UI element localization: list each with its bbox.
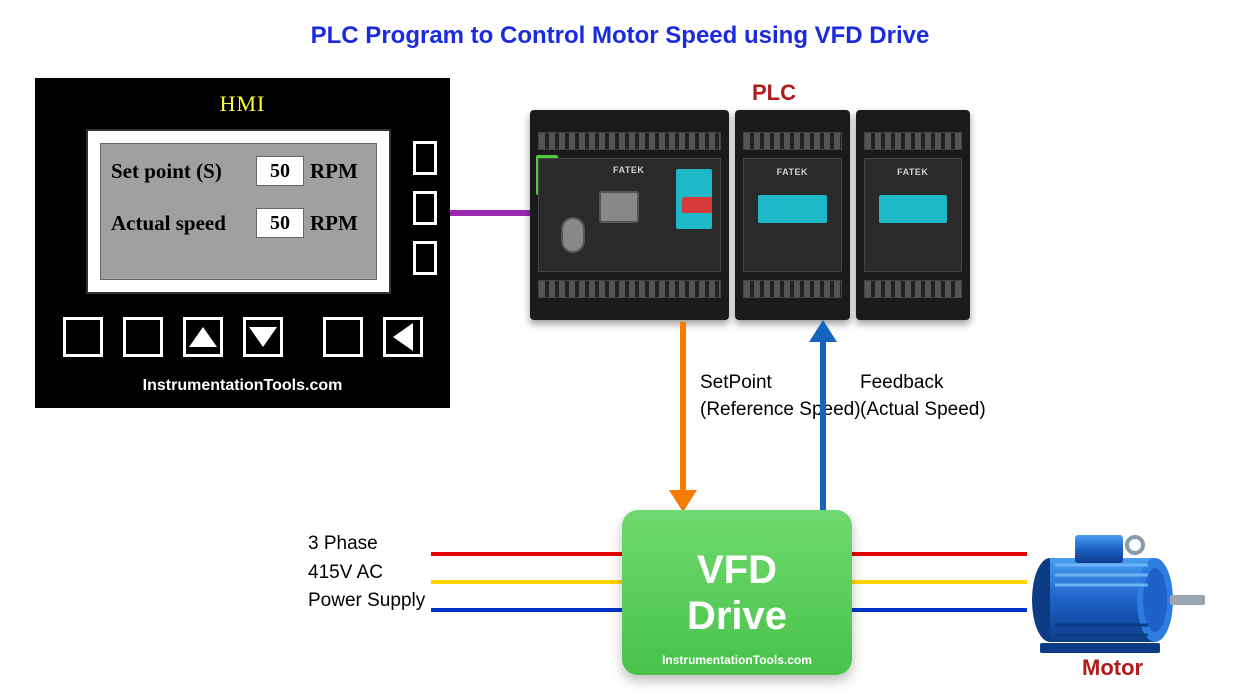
plc-brand: FATEK (613, 165, 644, 175)
feedback-label-line2: (Actual Speed) (860, 397, 986, 424)
setpoint-arrow-head-icon (669, 490, 697, 512)
plc-tag (758, 195, 826, 223)
hmi-actual-row: Actual speed 50 RPM (111, 208, 366, 238)
plc-extension-module: FATEK (856, 110, 970, 320)
hmi-actual-value: 50 (256, 208, 304, 238)
feedback-label: Feedback (Actual Speed) (860, 370, 986, 423)
terminal-block (538, 132, 721, 150)
hmi-side-button[interactable] (413, 141, 437, 175)
plc-body: FATEK (538, 158, 721, 272)
feedback-arrow-line (820, 340, 826, 510)
plc-body: FATEK (864, 158, 962, 272)
power-supply-label: 3 Phase 415V AC Power Supply (308, 530, 431, 616)
setpoint-label: SetPoint (Reference Speed) (700, 370, 861, 423)
hmi-side-button[interactable] (413, 241, 437, 275)
feedback-arrow-head-icon (809, 320, 837, 342)
vfd-title-line2: Drive (687, 593, 787, 639)
hmi-back-button[interactable] (383, 317, 423, 357)
plc-brand: FATEK (865, 167, 961, 177)
hmi-setpoint-row: Set point (S) 50 RPM (111, 156, 366, 186)
hmi-down-button[interactable] (243, 317, 283, 357)
ethernet-port-icon (599, 191, 639, 223)
plc-body: FATEK (743, 158, 841, 272)
hmi-plc-cable (450, 210, 530, 216)
motor-device (1020, 525, 1210, 660)
plc-device: FATEK FATEK FATEK (530, 110, 970, 320)
terminal-block (743, 280, 841, 298)
triangle-down-icon (249, 327, 277, 347)
vfd-drive: VFD Drive InstrumentationTools.com (622, 510, 852, 675)
triangle-left-icon (393, 323, 413, 351)
terminal-block (864, 132, 962, 150)
hmi-button[interactable] (323, 317, 363, 357)
hmi-title: HMI (38, 91, 447, 117)
hmi-setpoint-label: Set point (S) (111, 159, 256, 184)
setpoint-label-line2: (Reference Speed) (700, 397, 861, 424)
plc-tag (879, 195, 947, 223)
plc-main-module: FATEK (530, 110, 729, 320)
setpoint-arrow-line (680, 322, 686, 492)
hmi-up-button[interactable] (183, 317, 223, 357)
hmi-side-button[interactable] (413, 191, 437, 225)
setpoint-label-line1: SetPoint (700, 370, 861, 397)
hmi-footer: InstrumentationTools.com (38, 377, 447, 395)
terminal-block (743, 132, 841, 150)
motor-label: Motor (1082, 655, 1143, 681)
hmi-actual-unit: RPM (310, 211, 358, 236)
phase-line-l1 (852, 552, 1027, 556)
hmi-actual-label: Actual speed (111, 211, 256, 236)
feedback-label-line1: Feedback (860, 370, 986, 397)
phase-line-l2 (852, 580, 1027, 584)
diagram-title: PLC Program to Control Motor Speed using… (0, 22, 1240, 50)
terminal-block (864, 280, 962, 298)
phase-line-l3 (852, 608, 1027, 612)
plc-tag (682, 197, 712, 213)
power-line2: 415V AC (308, 559, 425, 588)
vfd-title-line1: VFD (687, 547, 787, 593)
hmi-setpoint-value[interactable]: 50 (256, 156, 304, 186)
hmi-screen: Set point (S) 50 RPM Actual speed 50 RPM (86, 129, 391, 294)
hmi-button[interactable] (123, 317, 163, 357)
triangle-up-icon (189, 327, 217, 347)
serial-port-icon (561, 217, 585, 253)
vfd-title: VFD Drive (687, 547, 787, 639)
hmi-screen-inner: Set point (S) 50 RPM Actual speed 50 RPM (100, 143, 377, 280)
hmi-device: HMI Set point (S) 50 RPM Actual speed 50… (35, 78, 450, 408)
plc-label: PLC (752, 80, 796, 106)
terminal-block (538, 280, 721, 298)
vfd-footer: InstrumentationTools.com (662, 653, 812, 667)
hmi-button[interactable] (63, 317, 103, 357)
power-line1: 3 Phase (308, 530, 425, 559)
hmi-setpoint-unit: RPM (310, 159, 358, 184)
plc-brand: FATEK (744, 167, 840, 177)
power-line3: Power Supply (308, 587, 425, 616)
plc-extension-module: FATEK (735, 110, 849, 320)
